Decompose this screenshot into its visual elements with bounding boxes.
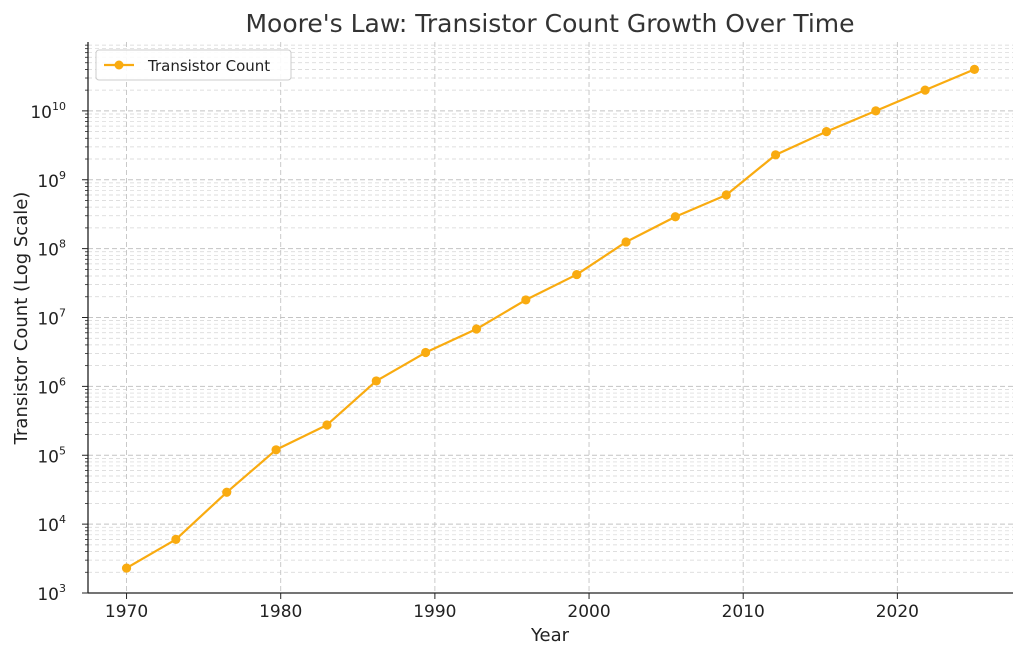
data-point xyxy=(670,212,680,222)
y-tick-exponent: 7 xyxy=(59,307,66,320)
legend-box xyxy=(95,49,292,81)
x-tick-label: 1970 xyxy=(105,602,148,622)
y-tick-exponent: 9 xyxy=(59,169,66,182)
y-tick-label: 103 xyxy=(37,582,66,605)
data-point xyxy=(721,190,731,200)
data-point xyxy=(572,269,582,280)
x-tick-label: 2000 xyxy=(567,602,610,622)
data-point xyxy=(521,295,531,305)
x-tick-label: 2020 xyxy=(876,602,919,622)
data-point xyxy=(471,324,482,334)
y-tick-base: 10 xyxy=(30,103,52,123)
y-tick-label: 109 xyxy=(37,169,66,192)
data-point xyxy=(171,534,181,545)
y-tick-base: 10 xyxy=(37,310,59,330)
y-tick-exponent: 8 xyxy=(59,238,66,251)
y-tick-exponent: 3 xyxy=(59,582,66,595)
y-tick-base: 10 xyxy=(37,172,59,192)
legend: Transistor Count xyxy=(95,49,292,81)
y-axis-label: Transistor Count (Log Scale) xyxy=(11,192,32,446)
y-tick-label: 104 xyxy=(37,513,66,536)
data-point xyxy=(871,106,881,116)
y-tick-label: 1010 xyxy=(30,100,66,123)
data-point xyxy=(920,85,930,95)
x-tick-label: 1980 xyxy=(259,602,302,622)
x-axis-ticks: 1970 1980 1990 2000 2010 2020 xyxy=(105,593,919,622)
x-tick-label: 2010 xyxy=(722,602,765,622)
data-point xyxy=(421,347,431,358)
legend-label: Transistor Count xyxy=(147,57,270,75)
data-point xyxy=(621,237,631,247)
data-point xyxy=(121,563,132,573)
y-tick-exponent: 10 xyxy=(52,100,66,113)
legend-marker-swatch xyxy=(114,60,124,70)
data-point xyxy=(371,376,381,386)
data-point xyxy=(322,420,332,430)
data-point xyxy=(770,150,781,160)
y-tick-label: 107 xyxy=(37,307,66,330)
data-point xyxy=(969,64,980,75)
data-point xyxy=(271,445,281,455)
y-tick-exponent: 5 xyxy=(59,444,66,457)
x-tick-label: 1990 xyxy=(413,602,456,622)
y-tick-base: 10 xyxy=(37,516,59,536)
chart-title: Moore's Law: Transistor Count Growth Ove… xyxy=(245,9,854,38)
y-tick-label: 105 xyxy=(37,444,66,467)
y-tick-base: 10 xyxy=(37,378,59,398)
y-tick-base: 10 xyxy=(37,585,59,605)
series-layer xyxy=(121,64,980,573)
data-point xyxy=(222,487,232,497)
data-point xyxy=(821,127,832,137)
y-tick-base: 10 xyxy=(37,447,59,467)
y-tick-base: 10 xyxy=(37,241,59,261)
series-line xyxy=(125,68,975,570)
y-tick-label: 108 xyxy=(37,238,66,261)
y-tick-label: 106 xyxy=(37,375,66,398)
major-grid xyxy=(88,42,1013,594)
x-axis-label: Year xyxy=(530,625,570,646)
y-tick-exponent: 4 xyxy=(59,513,66,526)
y-tick-exponent: 6 xyxy=(59,375,66,388)
